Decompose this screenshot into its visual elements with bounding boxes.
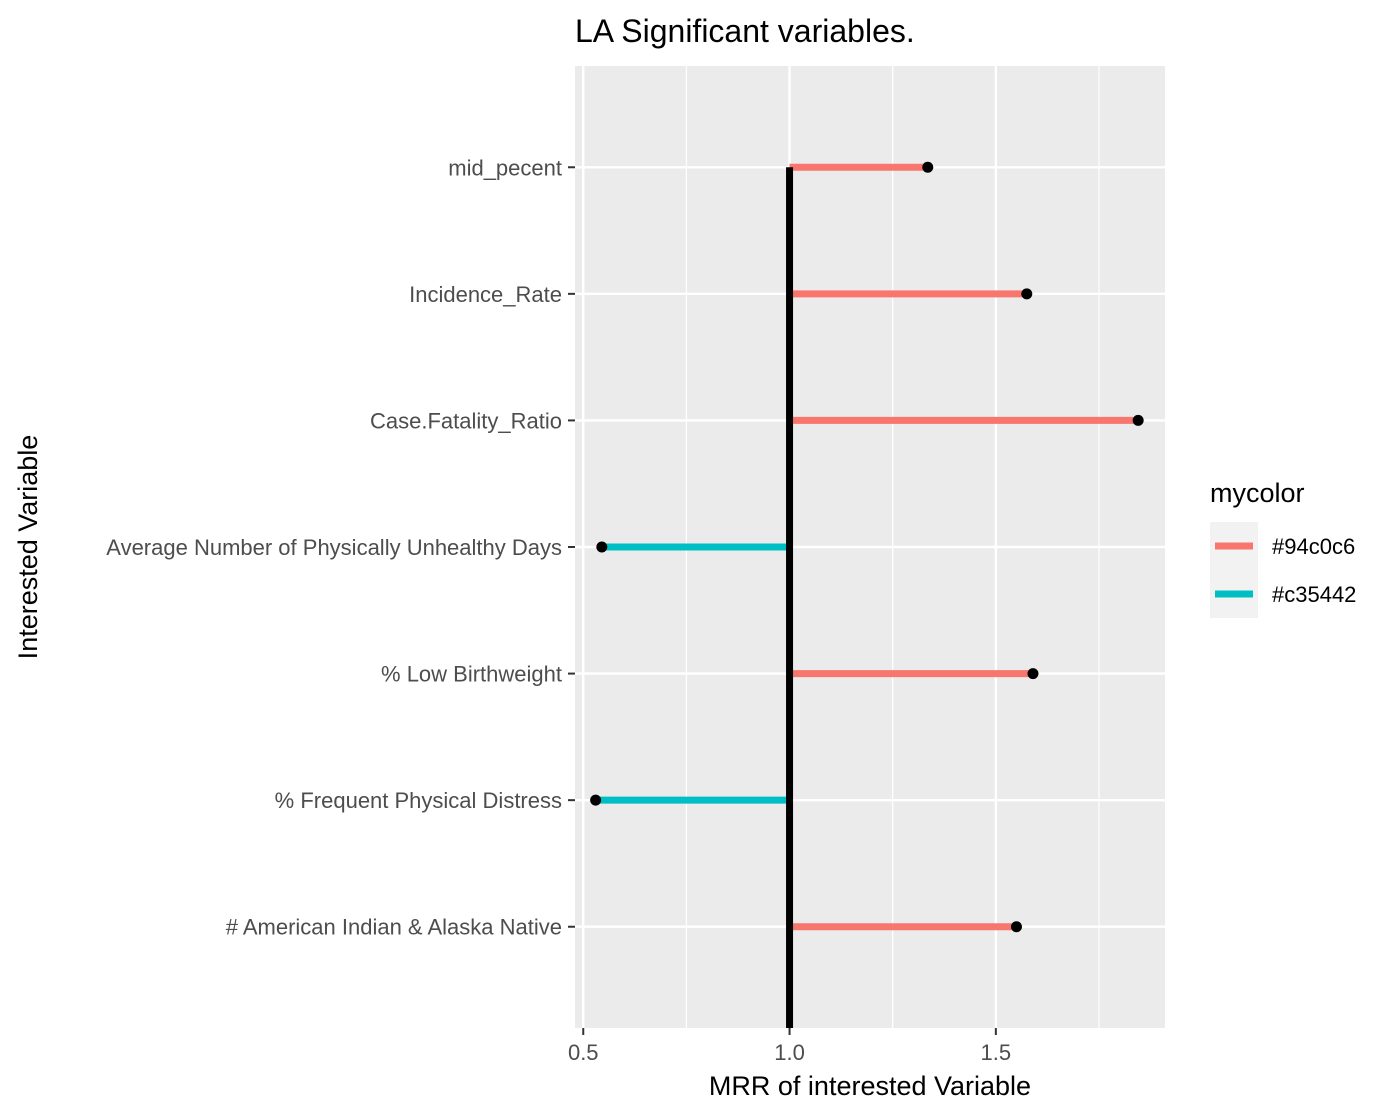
y-axis-title: Interested Variable [13, 435, 43, 660]
lollipop-point [590, 794, 602, 806]
lollipop-point [1021, 288, 1033, 300]
lollipop-points [590, 161, 1144, 933]
x-axis-title: MRR of interested Variable [709, 1071, 1031, 1101]
x-axis: 0.5 1.0 1.5 [568, 1028, 1011, 1065]
lollipop-point [922, 161, 934, 173]
y-tick-label: Case.Fatality_Ratio [370, 408, 562, 433]
legend: mycolor #94c0c6 #c35442 [1210, 478, 1356, 618]
legend-label: #c35442 [1272, 582, 1356, 607]
y-tick-label: % Low Birthweight [381, 662, 562, 687]
lollipop-point [596, 541, 608, 553]
lollipop-point [1010, 921, 1022, 933]
y-tick-label: # American Indian & Alaska Native [226, 915, 562, 940]
legend-label: #94c0c6 [1272, 534, 1355, 559]
legend-title: mycolor [1210, 478, 1305, 508]
lollipop-point [1027, 668, 1039, 680]
lollipop-segments [595, 163, 1139, 931]
chart-title: LA Significant variables. [575, 13, 915, 49]
y-tick-label: Incidence_Rate [409, 282, 562, 307]
lollipop-point [1132, 414, 1144, 426]
x-tick-label: 1.5 [981, 1040, 1012, 1065]
y-tick-label: % Frequent Physical Distress [275, 788, 562, 813]
y-tick-label: Average Number of Physically Unhealthy D… [106, 535, 562, 560]
x-tick-label: 0.5 [568, 1040, 599, 1065]
x-tick-label: 1.0 [774, 1040, 805, 1065]
y-tick-label: mid_pecent [448, 155, 562, 180]
y-axis: mid_pecent Incidence_Rate Case.Fatality_Ra… [106, 155, 575, 940]
